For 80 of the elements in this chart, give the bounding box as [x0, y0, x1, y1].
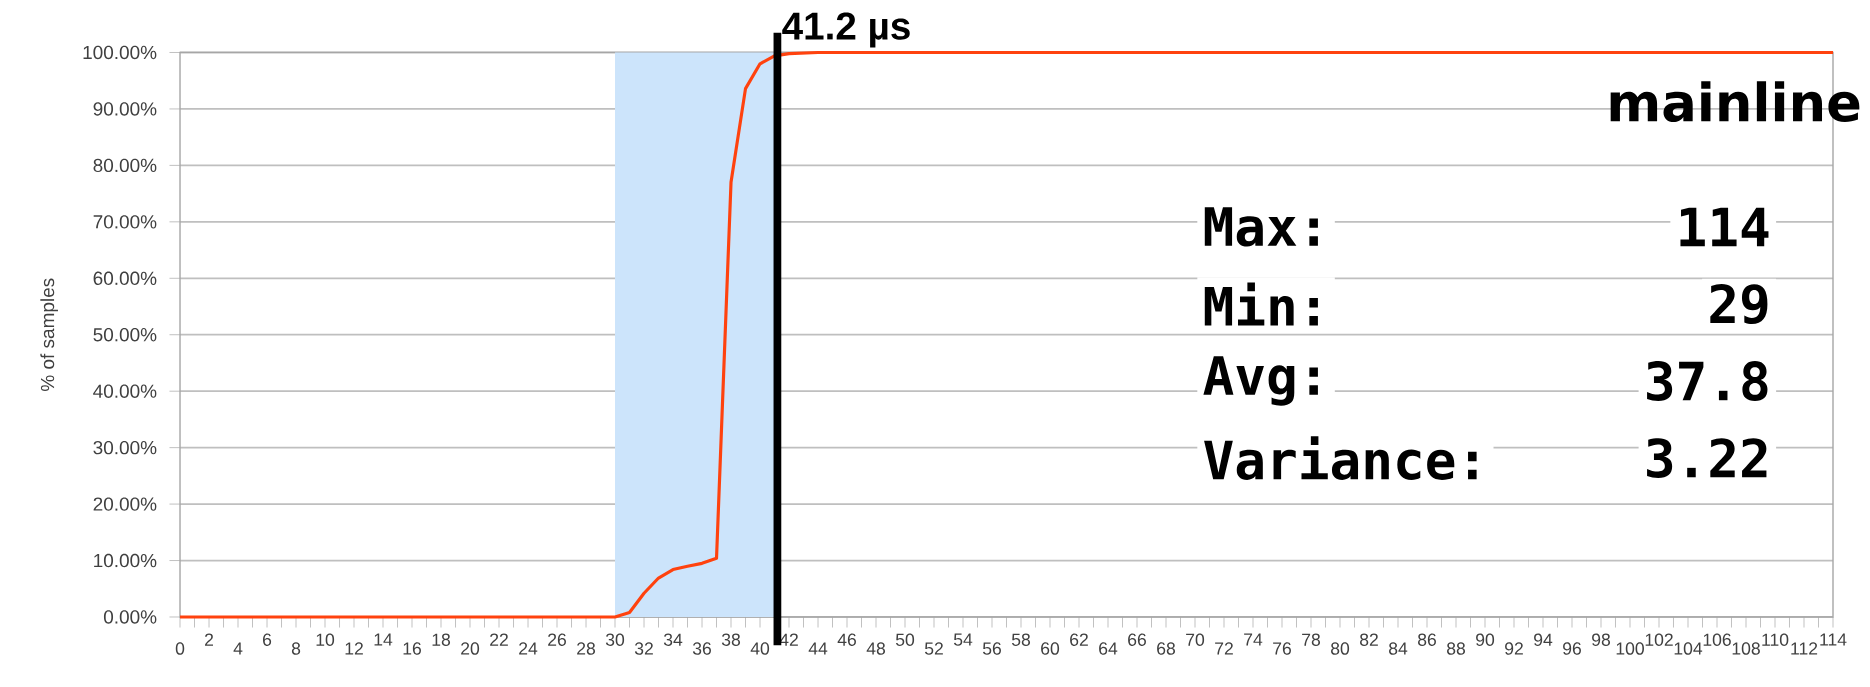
x-tick-label: 12 — [345, 642, 363, 655]
x-tick-label: 86 — [1418, 633, 1436, 646]
y-tick-label: 80.00% — [93, 158, 157, 173]
x-tick-label: 32 — [634, 642, 653, 655]
x-tick-label: 42 — [779, 633, 798, 646]
x-tick-label: 108 — [1732, 642, 1760, 655]
x-tick-label: 74 — [1244, 633, 1263, 646]
x-tick-label: 68 — [1157, 642, 1176, 655]
annotation: 3.22 — [1647, 438, 1767, 479]
x-tick-label: 104 — [1674, 642, 1703, 655]
x-tick-label: 80 — [1331, 642, 1350, 655]
x-tick-label: 62 — [1070, 633, 1088, 646]
x-tick-label: 88 — [1447, 642, 1466, 655]
x-tick-label: 64 — [1099, 642, 1118, 655]
chart-title: mainline — [1610, 81, 1860, 123]
x-tick-label: 90 — [1476, 633, 1495, 646]
x-tick-label: 82 — [1360, 633, 1378, 646]
x-tick-label: 54 — [953, 633, 973, 646]
annotation: 29 — [1710, 283, 1768, 325]
x-tick-label: 46 — [837, 633, 856, 646]
annotation: Min: — [1204, 282, 1318, 326]
annotation: Variance: — [1204, 436, 1477, 480]
y-tick-label: 90.00% — [93, 102, 157, 116]
x-tick-label: 110 — [1762, 633, 1789, 646]
annotation: Max: — [1204, 207, 1318, 247]
y-tick-label: 40.00% — [93, 384, 157, 398]
x-tick-label: 56 — [982, 642, 1001, 655]
x-tick-label: 20 — [461, 642, 480, 655]
x-tick-label: 8 — [291, 642, 301, 655]
x-tick-label: 14 — [374, 633, 393, 646]
x-tick-label: 22 — [490, 633, 508, 646]
y-axis-title: % of samples — [40, 278, 58, 392]
y-tick-label: 60.00% — [93, 271, 157, 285]
x-tick-label: 98 — [1592, 633, 1611, 646]
x-tick-label: 66 — [1128, 633, 1146, 646]
x-tick-label: 44 — [808, 642, 828, 655]
x-tick-label: 38 — [721, 633, 741, 646]
y-tick-label: 70.00% — [93, 215, 157, 229]
x-tick-label: 24 — [519, 642, 538, 655]
x-tick-label: 52 — [924, 642, 943, 655]
ref-line-label: 41.2 µs — [782, 12, 910, 48]
x-tick-label: 34 — [663, 633, 683, 646]
x-tick-label: 50 — [895, 633, 915, 646]
y-tick-label: 100.00% — [83, 45, 157, 60]
x-tick-label: 10 — [316, 633, 335, 646]
x-tick-label: 18 — [432, 633, 451, 646]
x-tick-label: 72 — [1215, 642, 1233, 655]
x-tick-label: 48 — [866, 642, 886, 655]
x-tick-label: 84 — [1389, 642, 1408, 655]
x-tick-label: 78 — [1302, 633, 1321, 646]
annotation: 114 — [1680, 207, 1769, 247]
x-tick-label: 114 — [1820, 633, 1847, 646]
y-tick-label: 20.00% — [93, 497, 157, 511]
x-tick-label: 2 — [205, 633, 213, 646]
x-tick-label: 36 — [692, 642, 711, 655]
x-tick-label: 40 — [750, 642, 770, 655]
x-tick-label: 92 — [1505, 642, 1523, 655]
x-tick-label: 70 — [1186, 633, 1205, 646]
x-tick-label: 58 — [1011, 633, 1031, 646]
y-tick-label: 10.00% — [94, 553, 157, 568]
x-tick-label: 16 — [403, 642, 421, 655]
y-tick-label: 30.00% — [93, 440, 157, 455]
y-tick-label: 0.00% — [103, 610, 157, 624]
x-tick-label: 0 — [175, 642, 185, 655]
x-tick-label: 26 — [548, 633, 566, 646]
x-tick-label: 4 — [233, 642, 243, 655]
x-tick-label: 76 — [1273, 642, 1291, 655]
x-tick-label: 96 — [1563, 642, 1581, 655]
x-tick-label: 112 — [1791, 642, 1818, 655]
x-tick-label: 106 — [1703, 633, 1731, 646]
x-tick-label: 6 — [263, 633, 272, 646]
y-tick-label: 50.00% — [93, 328, 157, 342]
x-tick-label: 60 — [1041, 642, 1060, 655]
x-tick-label: 100 — [1616, 642, 1644, 655]
annotation: Avg: — [1203, 356, 1318, 406]
annotation: 37.8 — [1647, 361, 1768, 401]
x-tick-label: 30 — [605, 633, 625, 646]
x-tick-label: 28 — [577, 642, 596, 655]
x-tick-label: 102 — [1645, 633, 1673, 646]
x-tick-label: 94 — [1534, 633, 1553, 646]
